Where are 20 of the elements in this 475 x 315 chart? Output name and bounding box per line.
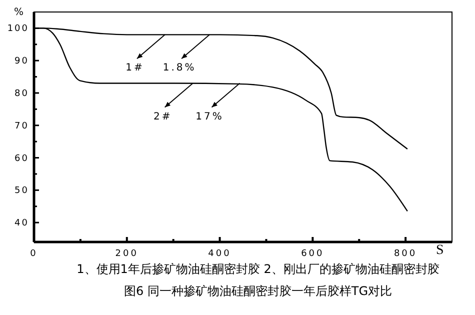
text: 1、使用1年后掺矿物油硅酮密封胶 2、刚出厂的掺矿物油硅酮密封胶 [76,262,440,276]
x-tick-label: 600 [301,249,324,259]
annotation: 1.8% [162,62,196,74]
y-axis-title: % [14,7,24,18]
y-tick-label: 70 [14,121,29,132]
text: 图6 同一种掺矿物油硅酮密封胶一年后胶样TG对比 [124,284,392,298]
y-tick-label: 40 [14,218,29,229]
annotation: 2# [153,111,172,122]
x-tick-label: 200 [115,249,138,259]
y-tick-label: 60 [14,154,29,164]
annotation: 1# [126,62,144,74]
x-tick-label: 0 [30,249,38,259]
y-tick-label: 100 [7,24,29,34]
x-tick-label: 400 [208,249,232,259]
annotation: 17% [196,111,224,122]
y-tick-label: 90 [14,56,29,67]
x-tick-label: 800 [394,249,418,259]
y-tick-label: 50 [14,186,29,196]
y-tick-label: 80 [14,88,29,99]
x-axis-title: S [436,243,444,258]
